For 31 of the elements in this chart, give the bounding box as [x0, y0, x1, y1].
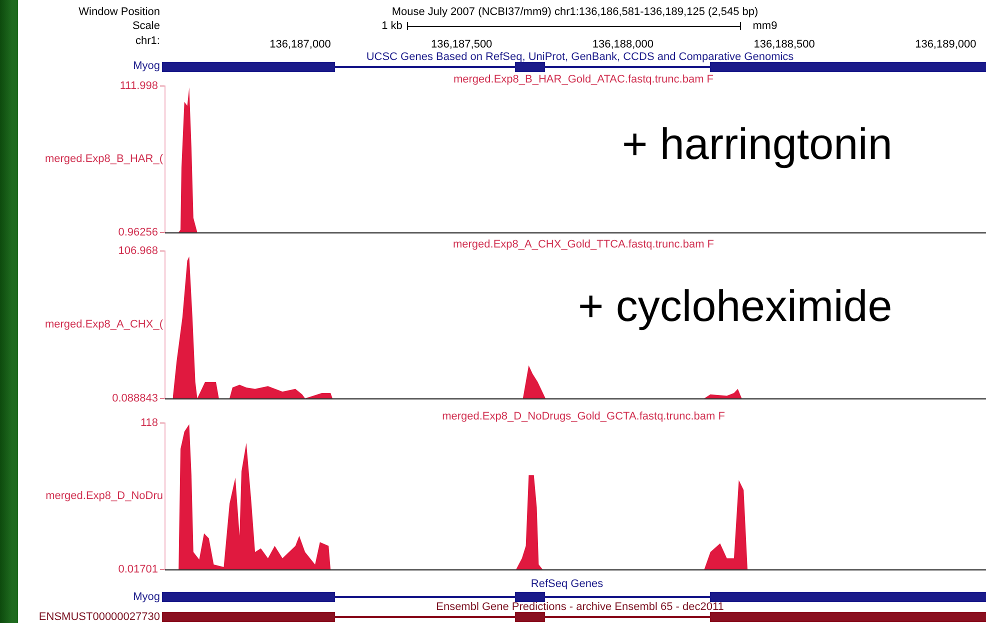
text: chr1: — [136, 35, 160, 48]
text: mm9 — [752, 20, 778, 33]
annotation: + harringtonin — [622, 120, 892, 169]
chart-title: merged.Exp8_B_HAR_Gold_ATAC.fastq.trunc.bam F — [453, 74, 714, 86]
y-axis-title: merged.Exp8_D_NoDru — [46, 490, 163, 502]
text: Myog — [133, 60, 160, 73]
text: ENSMUST00000027730 — [38, 611, 160, 623]
text: Window Position — [78, 6, 160, 19]
text: Myog — [133, 591, 160, 604]
x-tick-label: 136,187,000 — [270, 38, 331, 50]
x-tick-label: 136,189,000 — [915, 38, 976, 50]
x-tick-label: 136,188,000 — [592, 38, 654, 50]
y-axis-title: merged.Exp8_A_CHX_( — [44, 318, 164, 331]
chart-title: merged.Exp8_A_CHX_Gold_TTCA.fastq.trunc.bam F — [452, 238, 714, 251]
text: UCSC Genes Based on RefSeq, UniProt, GenBank, CCDS and Comparative Genomics — [366, 51, 794, 64]
text: RefSeq Genes — [530, 578, 604, 591]
text: Ensembl Gene Predictions - archive Ensembl 65 - dec2011 — [436, 601, 724, 614]
y-tick-label: 0.088843 — [112, 392, 158, 404]
annotation: + cycloheximide — [578, 282, 892, 331]
x-tick-label: 136,188,500 — [754, 38, 815, 50]
text: Scale — [132, 20, 160, 33]
text: Mouse July 2007 (NCBI37/mm9) chr1:136,186,581-136,189,125 (2,545 bp) — [392, 6, 758, 19]
y-tick-label: 111.998 — [120, 80, 158, 92]
y-tick-label: 0.96256 — [118, 226, 158, 238]
y-axis-title: merged.Exp8_B_HAR_( — [44, 153, 164, 166]
chart-title: merged.Exp8_D_NoDrugs_Gold_GCTA.fastq.trunc.bam F — [442, 410, 726, 423]
text: 1 kb — [382, 20, 402, 33]
y-tick-label: 106.968 — [118, 245, 158, 258]
y-tick-label: 0.01701 — [118, 563, 158, 576]
y-tick-label: 118 — [140, 417, 158, 430]
x-tick-label: 136,187,500 — [430, 38, 492, 50]
